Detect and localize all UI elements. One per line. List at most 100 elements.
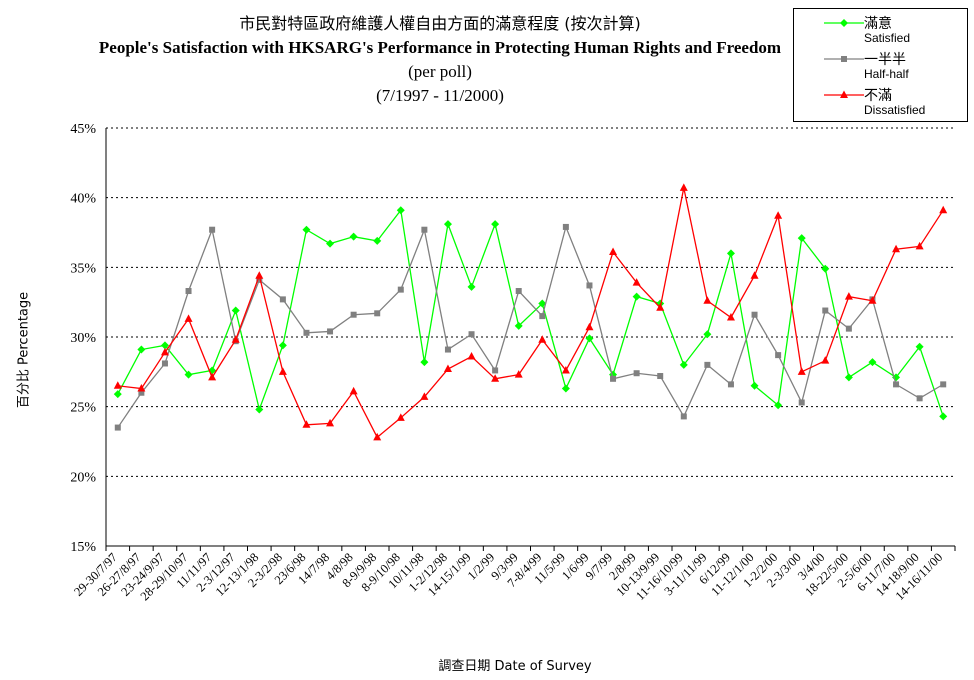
chart-legend: 滿意 Satisfied 一半半 Half-half 不滿 Dissatisfi… (793, 8, 968, 122)
data-point (396, 206, 405, 215)
data-point (679, 360, 688, 369)
series-line (117, 208, 944, 417)
data-point (750, 381, 759, 390)
data-point (797, 234, 806, 243)
data-point (373, 236, 382, 245)
data-point (751, 311, 758, 318)
data-point (774, 211, 783, 219)
data-point (444, 346, 451, 353)
data-point (868, 358, 877, 367)
data-point (538, 335, 547, 343)
data-point (279, 296, 286, 303)
y-tick-label: 15% (70, 540, 96, 555)
data-point (443, 220, 452, 229)
chart-subtitle-poll: (per poll) (408, 62, 472, 81)
data-point (208, 372, 217, 381)
legend-swatch-satisfied (824, 19, 864, 27)
x-axis-label: 調查日期 Date of Survey (438, 659, 592, 674)
data-point (467, 282, 476, 291)
data-point (278, 341, 287, 350)
data-point (138, 389, 145, 396)
legend-label-en: Satisfied (864, 31, 911, 45)
data-point (491, 220, 500, 229)
series-satisfied (113, 206, 948, 421)
data-point (822, 307, 829, 314)
data-point (113, 390, 122, 399)
data-point (373, 432, 382, 441)
legend-label-en: Half-half (864, 67, 909, 81)
data-point (868, 296, 877, 304)
data-point (302, 420, 311, 428)
data-point (538, 299, 547, 308)
data-point (632, 278, 641, 286)
data-point (915, 342, 924, 351)
legend-swatch-half-half (824, 56, 864, 62)
data-point (775, 352, 782, 359)
data-point (397, 286, 404, 293)
data-point (586, 282, 593, 289)
y-tick-label: 30% (70, 331, 96, 346)
data-point (727, 381, 734, 388)
data-point (303, 329, 310, 336)
data-point (845, 325, 852, 332)
data-point (255, 271, 264, 279)
data-point (396, 413, 405, 421)
series-half-half (114, 223, 947, 431)
data-point (231, 306, 240, 315)
series-line (117, 224, 944, 428)
y-tick-label: 45% (70, 122, 96, 137)
data-point (327, 328, 334, 335)
data-point (421, 226, 428, 233)
data-point (231, 335, 240, 343)
y-tick-label: 35% (70, 261, 96, 276)
data-point (326, 418, 335, 427)
data-point (609, 247, 618, 256)
data-point (113, 381, 122, 389)
chart-title-block: 市民對特區政府維護人權自由方面的滿意程度 (按次計算) People's Sat… (40, 12, 840, 108)
data-point (443, 364, 452, 373)
data-point (255, 405, 264, 414)
data-point (797, 367, 806, 375)
data-point (939, 412, 948, 421)
data-point (703, 330, 712, 339)
data-point (492, 367, 499, 374)
y-axis-label: 百分比 Percentage (16, 291, 32, 409)
data-point (137, 384, 146, 392)
data-point (821, 356, 830, 364)
legend-label-en: Dissatisfied (864, 103, 926, 117)
data-point (585, 322, 594, 331)
y-tick-label: 25% (70, 401, 96, 416)
data-point (349, 232, 358, 241)
chart-subtitle-period: (7/1997 - 11/2000) (376, 86, 504, 105)
data-point (656, 303, 665, 311)
data-point (185, 288, 192, 295)
data-point (726, 249, 735, 258)
data-point (680, 413, 687, 420)
legend-label-zh: 不滿 (864, 88, 892, 104)
data-point (326, 239, 335, 248)
legend-label-zh: 滿意 (864, 16, 892, 32)
data-point (892, 244, 901, 253)
data-point (632, 292, 641, 301)
data-point (844, 292, 853, 300)
legend-label-zh: 一半半 (864, 52, 906, 68)
data-point (160, 347, 169, 356)
data-point (703, 296, 712, 304)
chart-title-zh: 市民對特區政府維護人權自由方面的滿意程度 (按次計算) (239, 14, 641, 33)
data-point (679, 183, 688, 191)
data-point (420, 358, 429, 367)
data-point (467, 352, 476, 360)
data-point (633, 370, 640, 377)
data-point (114, 424, 121, 431)
y-tick-label: 40% (70, 192, 96, 207)
data-point (491, 374, 500, 382)
data-point (514, 370, 523, 378)
data-point (750, 271, 759, 279)
data-point (468, 331, 475, 338)
series-line (117, 187, 944, 439)
legend-swatch-dissatisfied (824, 90, 864, 98)
data-point (161, 360, 168, 367)
data-point (585, 334, 594, 343)
data-point (137, 345, 146, 354)
